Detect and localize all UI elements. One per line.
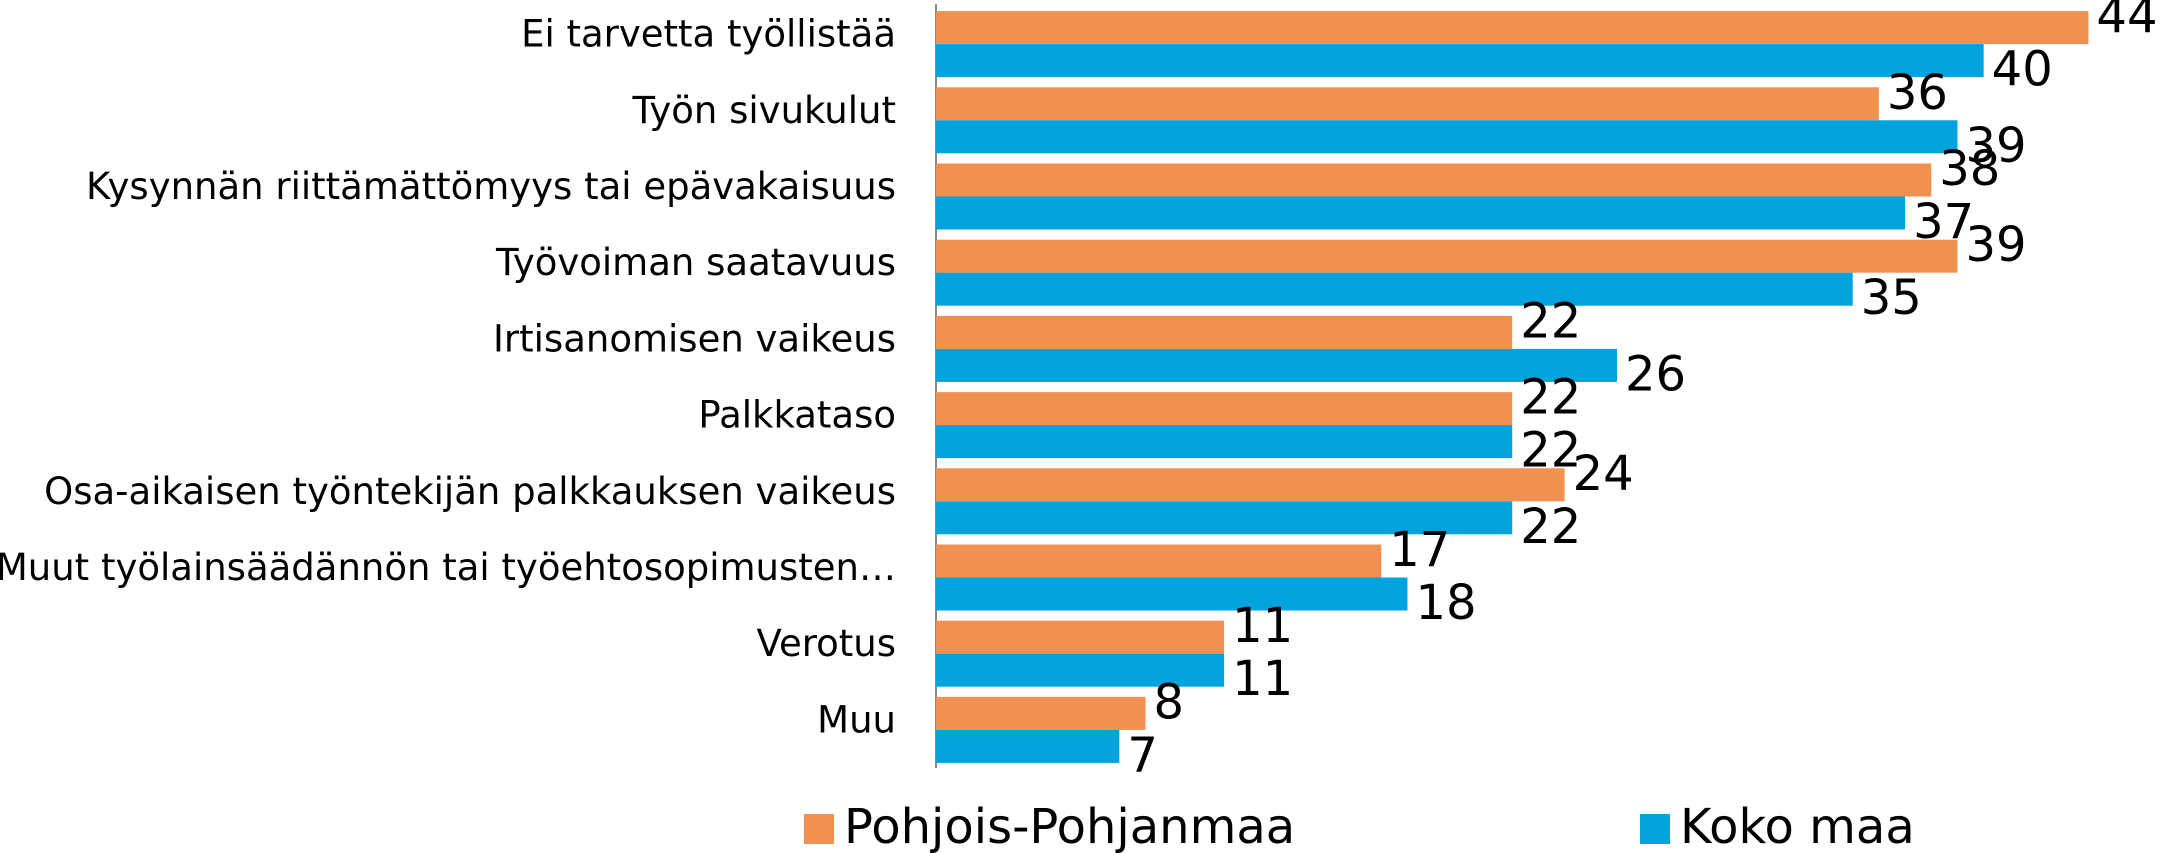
value-label: 22	[1520, 499, 1581, 555]
category-label: Palkkataso	[698, 394, 896, 437]
bar	[936, 501, 1513, 535]
value-label: 24	[1573, 446, 1634, 502]
bar	[936, 544, 1382, 578]
value-label: 7	[1127, 727, 1158, 783]
category-label: Verotus	[757, 622, 896, 665]
value-label: 40	[1992, 42, 2053, 98]
value-label: 11	[1232, 651, 1293, 707]
value-label: 11	[1232, 598, 1293, 654]
value-label: 22	[1520, 370, 1581, 426]
category-label: Muu	[817, 698, 896, 741]
bar	[936, 392, 1513, 426]
value-label: 26	[1625, 346, 1686, 402]
bar	[936, 11, 2089, 45]
bar	[936, 577, 1408, 611]
bar	[936, 729, 1120, 763]
legend-swatch	[804, 814, 834, 844]
bar	[936, 468, 1565, 502]
value-label: 17	[1389, 522, 1450, 578]
bar	[936, 425, 1513, 459]
bar	[936, 44, 1984, 78]
category-label: Työn sivukulut	[632, 89, 896, 132]
bar	[936, 196, 1906, 230]
bar	[936, 315, 1513, 349]
bar	[936, 620, 1225, 654]
bar	[936, 120, 1958, 154]
value-label: 22	[1520, 293, 1581, 349]
category-label: Ei tarvetta työllistää	[521, 13, 896, 56]
legend-swatch	[1640, 814, 1670, 844]
value-label: 39	[1965, 118, 2026, 174]
bar	[936, 696, 1146, 730]
value-label: 38	[1939, 141, 2000, 197]
value-label: 36	[1887, 65, 1948, 121]
value-label: 18	[1415, 575, 1476, 631]
value-label: 44	[2096, 0, 2157, 45]
category-label: Muut työlainsäädännön tai työehtosopimus…	[0, 546, 896, 589]
bar	[936, 272, 1853, 306]
bar	[936, 348, 1617, 382]
value-label: 35	[1861, 270, 1922, 326]
legend-label: Pohjois-Pohjanmaa	[844, 799, 1295, 853]
legend-label: Koko maa	[1680, 799, 1915, 853]
category-label: Osa-aikaisen työntekijän palkkauksen vai…	[44, 470, 896, 513]
category-label: Kysynnän riittämättömyys tai epävakaisuu…	[86, 165, 896, 208]
category-label: Työvoiman saatavuus	[495, 241, 896, 284]
value-label: 8	[1154, 674, 1185, 730]
value-label: 39	[1965, 217, 2026, 273]
bar	[936, 163, 1932, 197]
category-label: Irtisanomisen vaikeus	[493, 317, 896, 360]
bar	[936, 239, 1958, 273]
bar	[936, 653, 1225, 687]
bar	[936, 87, 1879, 121]
